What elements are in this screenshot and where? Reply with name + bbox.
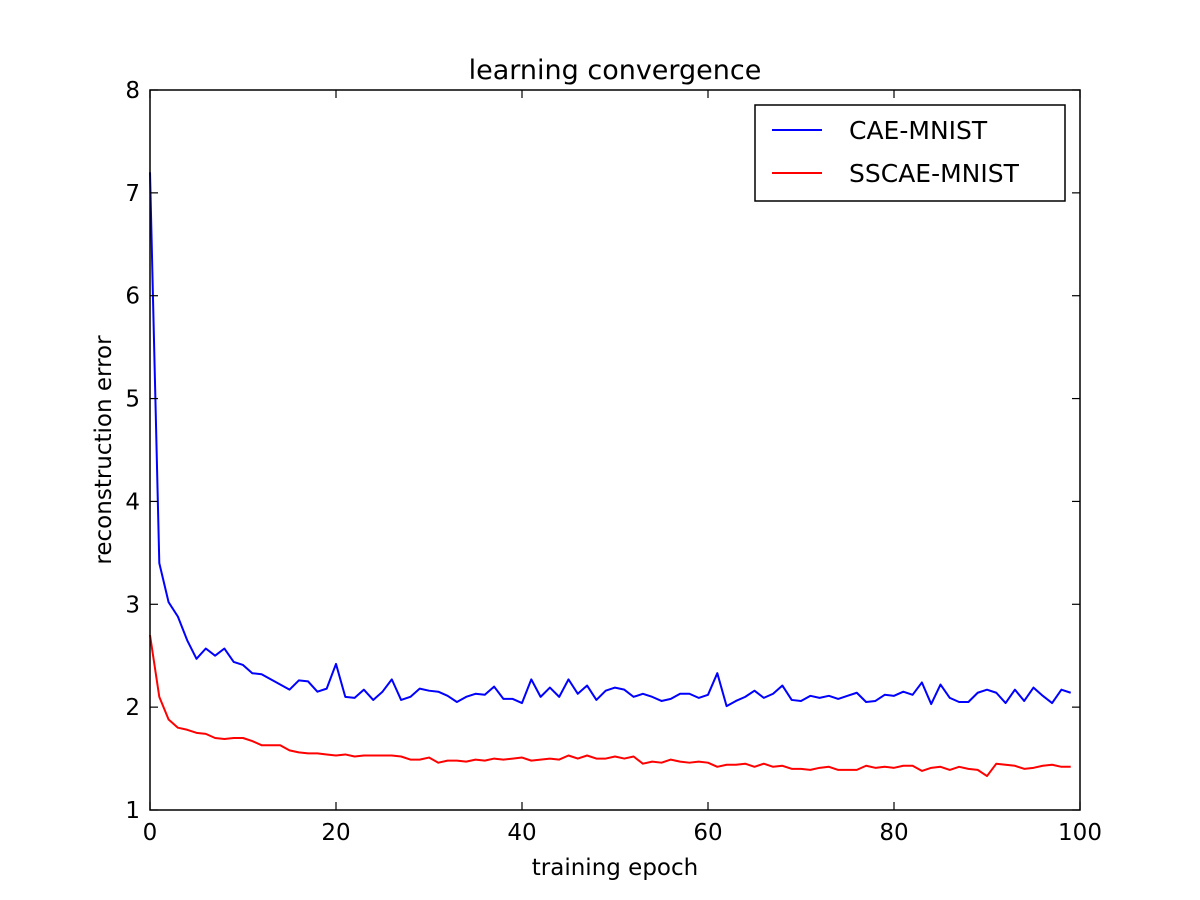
plot-lines [149, 172, 1072, 778]
y-tick-label: 2 [125, 695, 140, 721]
legend-label-sscae-mnist: SSCAE-MNIST [849, 159, 1020, 188]
y-tick-label: 7 [125, 181, 140, 207]
series-line-cae-mnist [149, 172, 1072, 708]
x-tick-label: 20 [321, 820, 350, 846]
plot-area-frame [149, 89, 1081, 811]
x-tick-label: 0 [143, 820, 158, 846]
x-tick-label: 80 [879, 820, 908, 846]
chart-title: learning convergence [469, 55, 762, 86]
y-tick-label: 4 [125, 489, 140, 515]
legend: CAE-MNIST SSCAE-MNIST [754, 104, 1066, 202]
legend-label-cae-mnist: CAE-MNIST [849, 116, 988, 145]
y-tick-label: 5 [125, 387, 140, 413]
x-tick-label: 60 [693, 820, 722, 846]
series-line-sscae-mnist [149, 634, 1071, 778]
y-tick-label: 6 [125, 284, 140, 310]
x-axis-label: training epoch [532, 855, 698, 881]
y-tick-label: 1 [125, 798, 140, 824]
y-axis-label: reconstruction error [91, 335, 117, 565]
x-tick-label: 100 [1058, 820, 1102, 846]
x-axis: 0 20 40 60 80 100 [143, 90, 1102, 846]
x-tick-label: 40 [507, 820, 536, 846]
y-tick-label: 8 [125, 78, 140, 104]
y-tick-label: 3 [125, 592, 140, 618]
legend-box [754, 104, 1066, 202]
y-axis: 1 2 3 4 5 6 7 8 [125, 78, 1080, 824]
